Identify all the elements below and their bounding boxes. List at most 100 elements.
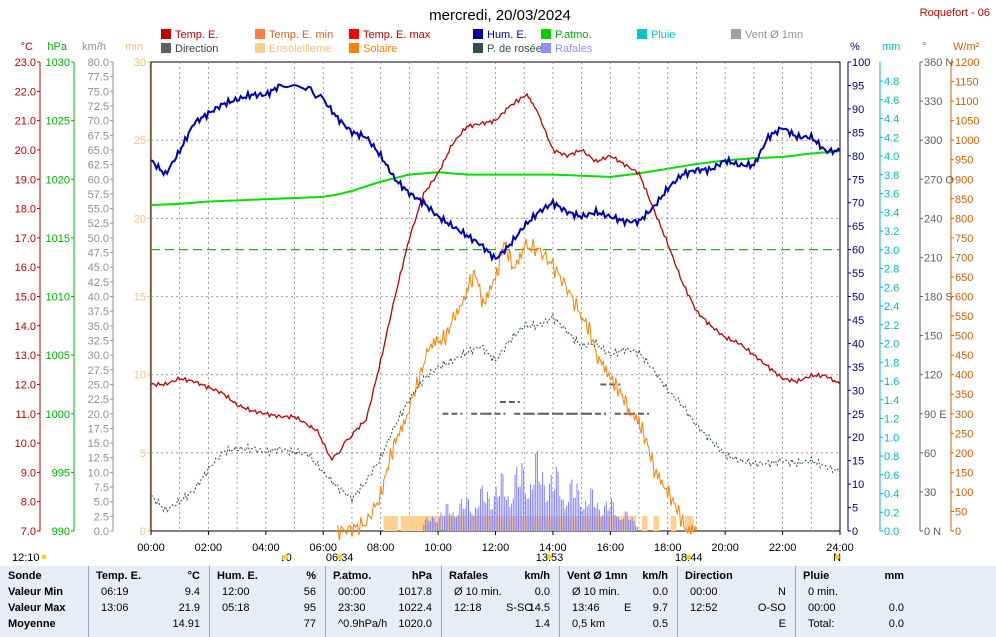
left-axis-label: 1025 [46,116,70,128]
stats-value-row: ^0.9hPa/h 1020.0 [338,618,432,630]
left-axis-label: 990 [52,526,70,538]
stats-value-row: 00:00 0.0 [808,602,904,614]
right-axis-label: 1200 [955,57,979,69]
left-axis-label: 13.0 [15,350,36,362]
left-axis-unit: °C [21,41,33,53]
right-axis-label: 85 [852,127,864,139]
stats-value-row: 14.91 [172,618,200,630]
stats-value-row: 0 min. [808,586,838,598]
right-axis-label: 1.0 [884,432,899,444]
left-axis-label: 16.0 [15,262,36,274]
stats-group-header: Direction [685,570,733,582]
left-axis-label: 2.5 [94,511,109,523]
right-axis-label: 4.2 [884,132,899,144]
left-axis-label: 20 [134,213,146,225]
right-axis-label: 95 [852,80,864,92]
left-axis-label: 1020 [46,174,70,186]
stats-group-header: Pluie mm [803,570,904,582]
series-line-p-atmo- [150,150,841,206]
right-axis-label: 2.0 [884,339,899,351]
series-line-solaire [337,238,697,541]
left-axis-label: 30.0 [88,350,109,362]
right-axis-unit: ° [922,41,926,53]
stats-value-row: 23:30 1022.4 [338,602,432,614]
left-axis-label: 1030 [46,57,70,69]
right-axis-label: 90 [852,104,864,116]
left-axis-label: 47.5 [88,248,109,260]
right-axis-label: 20 [852,432,864,444]
right-axis-label: 330 [924,96,942,108]
left-axis-label: 45.0 [88,262,109,274]
right-axis-label: 55 [852,268,864,280]
x-axis-label: 24:00 [826,542,854,554]
left-axis-label: 0 [140,526,146,538]
astro-marker [41,554,47,560]
stats-value-row: 13:46 E 9.7 [572,602,668,614]
astro-label: 12:10 [12,552,40,564]
stats-group: Hum. E.% 12:00 56 05:18 95 77 [209,566,326,637]
stats-value-row: 00:00 1017.8 [338,586,432,598]
left-axis-label: 14.0 [15,321,36,333]
left-axis-label: 1000 [46,409,70,421]
right-axis-label: 1.4 [884,395,899,407]
stats-group-header: Vent Ø 1mn km/h [567,570,668,582]
stats-value-row: 12:00 56 [222,586,316,598]
legend-label: Vent Ø 1mn [745,29,803,41]
left-axis-label: 1015 [46,233,70,245]
x-axis-label: 14:00 [539,542,567,554]
legend-label: Rafales [555,43,593,55]
legend: Temp. E. Temp. E. min Temp. E. max Hum. E. P… [161,29,803,55]
x-axis-label: 04:00 [252,542,280,554]
left-axis-label: 1010 [46,292,70,304]
left-axis-label: 77.5 [88,72,109,84]
stats-row-label: Moyenne [8,618,56,630]
stats-value-row: 00:00 N [690,586,786,598]
right-axis-label: 2.6 [884,282,899,294]
stats-value-row: 13:06 21.9 [101,602,200,614]
right-axis-label: 50 [955,506,967,518]
sunshine-bar [670,516,677,531]
right-axis-label: 0 [852,526,858,538]
right-axis-label: 100 [852,57,870,69]
right-axis-label: 300 [955,409,973,421]
right-axis-label: 70 [852,198,864,210]
left-axis-label: 5 [140,448,146,460]
station-name: Roquefort - 06 [920,7,990,19]
right-axis-label: 240 [924,213,942,225]
x-axis-label: 20:00 [711,542,739,554]
stats-group: P.atmo. hPa 00:00 1017.8 23:30 1022.4 ^0.9hPa/… [325,566,442,637]
left-axis-label: 11.0 [15,409,36,421]
series-line-temp-e- [150,92,841,462]
left-axis-label: 15.0 [15,292,36,304]
left-axis-label: 35.0 [88,321,109,333]
left-axis-label: 15 [134,292,146,304]
left-axis-label: 20.0 [15,145,36,157]
legend-swatch [255,43,265,53]
left-axis-label: 60.0 [88,174,109,186]
left-axis-unit: min [125,41,143,53]
legend-label: Ensoleilleme [269,43,331,55]
right-axis-label: 0 [955,526,961,538]
right-axis-label: 270 O [924,174,954,186]
right-axis-label: 1.8 [884,357,899,369]
right-axis-label: 75 [852,174,864,186]
x-axis-label: 02:00 [195,542,223,554]
right-axis-label: 210 [924,252,942,264]
legend-label: P. de rosée° [487,43,546,55]
legend-swatch [541,29,551,39]
stats-labels: Sonde Valeur Min Valeur Max Moyenne [0,566,88,637]
right-axis-label: 600 [955,292,973,304]
right-axis-label: 250 [955,428,973,440]
right-axis-label: 15 [852,456,864,468]
left-axis-label: 995 [52,467,70,479]
left-axis-label: 1005 [46,350,70,362]
left-axis-label: 8.0 [21,497,36,509]
right-axis-label: 35 [852,362,864,374]
left-axis-unit: km/h [82,41,106,53]
right-axis-label: 180 S [924,292,953,304]
legend-label: Pluie [651,29,675,41]
legend-swatch [349,29,359,39]
right-axis-unit: W/m² [953,41,980,53]
stats-value-row: 1.4 [534,618,550,630]
right-axis-label: 950 [955,155,973,167]
